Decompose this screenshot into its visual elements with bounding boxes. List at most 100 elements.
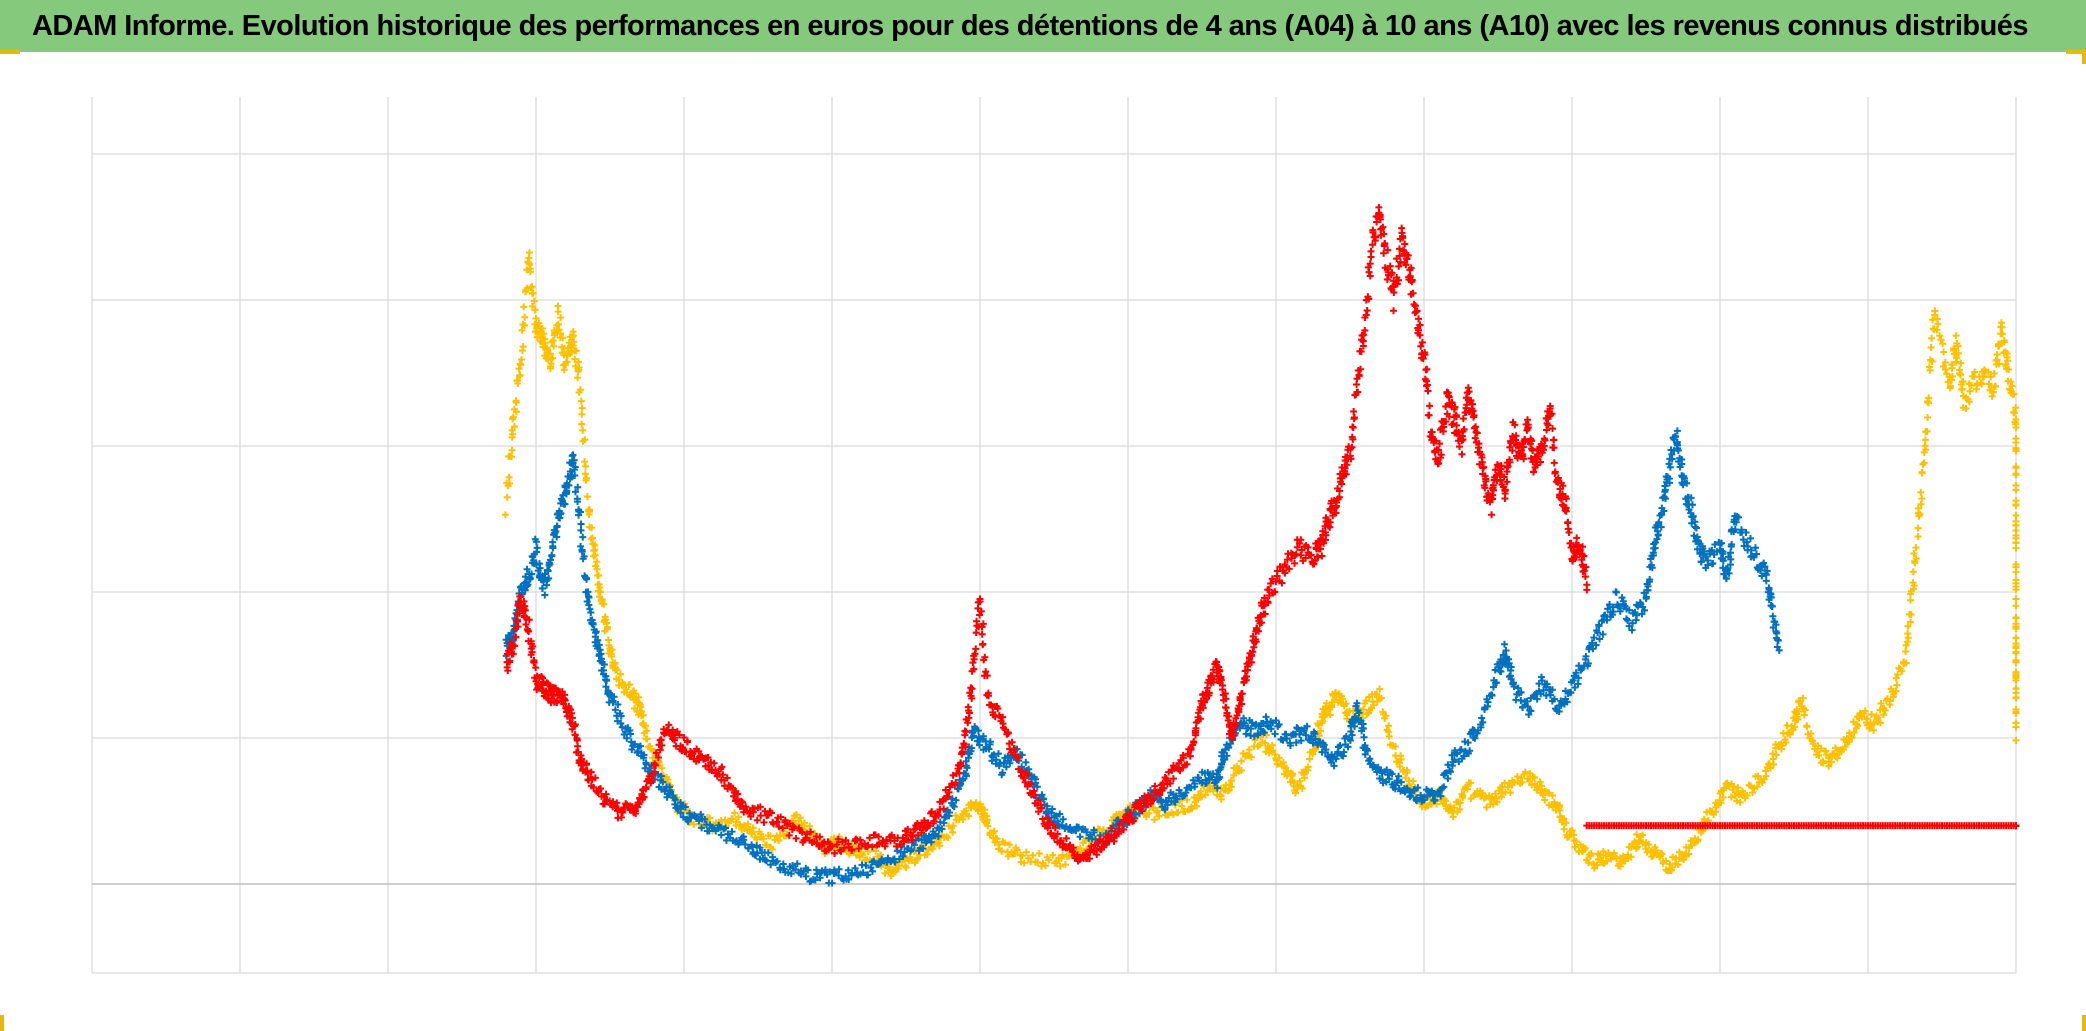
data-point xyxy=(1423,381,1431,389)
data-point xyxy=(1560,825,1568,833)
data-point xyxy=(1236,696,1244,704)
data-point xyxy=(1572,669,1580,677)
data-point xyxy=(1456,799,1464,807)
data-point xyxy=(1493,798,1501,806)
data-point xyxy=(512,633,520,641)
data-point xyxy=(787,870,795,878)
data-point xyxy=(767,861,775,869)
data-point xyxy=(559,491,567,499)
data-point xyxy=(1396,252,1404,260)
data-point xyxy=(1954,342,1962,350)
data-point xyxy=(1360,331,1368,339)
data-point xyxy=(891,858,899,866)
data-point xyxy=(1674,861,1682,869)
data-points xyxy=(501,203,2020,887)
data-point xyxy=(1449,813,1457,821)
data-point xyxy=(1076,833,1084,841)
data-point xyxy=(749,808,757,816)
data-point xyxy=(936,842,944,850)
data-point xyxy=(609,698,617,706)
data-point xyxy=(571,722,579,730)
data-point xyxy=(579,533,587,541)
data-point xyxy=(1555,708,1563,716)
data-point xyxy=(1727,793,1735,801)
data-point xyxy=(1910,549,1918,557)
data-point xyxy=(1408,276,1416,284)
data-point xyxy=(611,706,619,714)
data-point xyxy=(1471,434,1479,442)
data-point xyxy=(1297,737,1305,745)
data-point xyxy=(1250,732,1258,740)
data-point xyxy=(1196,715,1204,723)
data-point xyxy=(1161,804,1169,812)
data-point xyxy=(2004,357,2012,365)
data-point xyxy=(528,283,536,291)
data-point xyxy=(1292,739,1300,747)
data-point xyxy=(1880,711,1888,719)
data-point xyxy=(570,338,578,346)
data-point xyxy=(895,862,903,870)
data-point xyxy=(1912,544,1920,552)
data-point xyxy=(1666,463,1674,471)
data-point xyxy=(972,629,980,637)
grid xyxy=(91,97,2017,974)
data-point xyxy=(1573,534,1581,542)
data-point xyxy=(1807,730,1815,738)
data-point xyxy=(2010,409,2018,417)
data-point xyxy=(999,713,1007,721)
data-point xyxy=(1232,719,1240,727)
data-point xyxy=(1188,805,1196,813)
data-point xyxy=(2012,447,2020,455)
data-point xyxy=(1748,789,1756,797)
data-point xyxy=(2012,415,2020,423)
data-point xyxy=(1360,733,1368,741)
data-point xyxy=(596,784,604,792)
data-point xyxy=(1627,853,1635,861)
data-point xyxy=(977,607,985,615)
data-point xyxy=(962,772,970,780)
data-point xyxy=(723,774,731,782)
data-point xyxy=(1024,854,1032,862)
data-point xyxy=(1402,261,1410,269)
data-point xyxy=(1801,706,1809,714)
data-point xyxy=(1409,777,1417,785)
data-point xyxy=(1467,779,1475,787)
data-point xyxy=(1260,729,1268,737)
data-point xyxy=(1545,789,1553,797)
data-point xyxy=(1907,611,1915,619)
data-point xyxy=(1227,740,1235,748)
data-point xyxy=(584,769,592,777)
data-point xyxy=(1870,719,1878,727)
data-point xyxy=(1489,683,1497,691)
data-point xyxy=(1254,731,1262,739)
data-point xyxy=(2012,464,2020,472)
data-point xyxy=(1998,323,2006,331)
data-point xyxy=(2008,382,2016,390)
data-point xyxy=(1020,859,1028,867)
data-point xyxy=(683,738,691,746)
data-point xyxy=(1453,421,1461,429)
data-point xyxy=(990,827,998,835)
data-point xyxy=(1042,862,1050,870)
data-point xyxy=(1463,785,1471,793)
data-point xyxy=(1575,541,1583,549)
data-point xyxy=(1530,468,1538,476)
data-point xyxy=(1956,369,1964,377)
data-point xyxy=(591,551,599,559)
data-point xyxy=(1769,612,1777,620)
data-point xyxy=(1988,392,1996,400)
data-point xyxy=(834,835,842,843)
data-point xyxy=(1689,501,1697,509)
data-point xyxy=(1388,770,1396,778)
data-point xyxy=(1726,549,1734,557)
data-point xyxy=(1892,674,1900,682)
data-point xyxy=(796,814,804,822)
data-point xyxy=(1481,484,1489,492)
data-point xyxy=(1228,777,1236,785)
data-point xyxy=(1819,759,1827,767)
data-point xyxy=(1120,826,1128,834)
data-point xyxy=(517,593,525,601)
data-point xyxy=(608,646,616,654)
data-point xyxy=(1453,750,1461,758)
data-point xyxy=(1144,791,1152,799)
